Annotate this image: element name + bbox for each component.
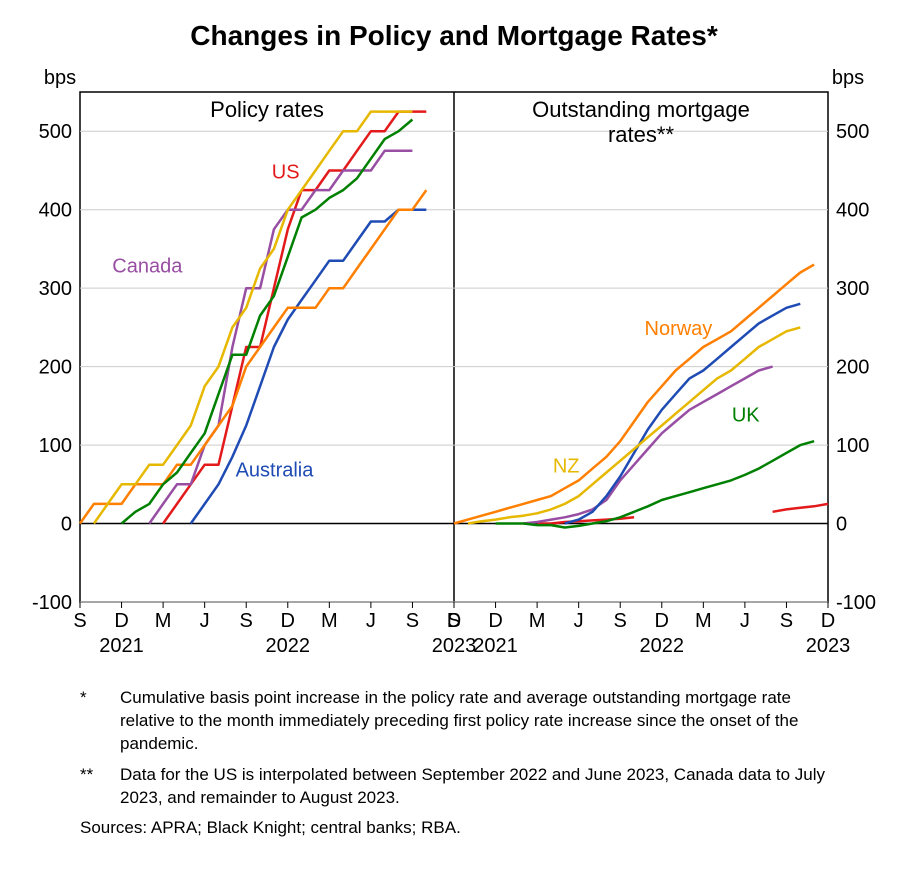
x-tick-label: D — [281, 610, 295, 632]
x-year-label: 2022 — [640, 635, 685, 657]
y-tick-label: 100 — [836, 435, 869, 457]
y-axis-label: bps — [44, 67, 76, 89]
x-year-label: 2022 — [266, 635, 311, 657]
x-tick-label: J — [200, 610, 210, 632]
x-tick-label: D — [655, 610, 669, 632]
series-label-norway: Norway — [645, 318, 713, 340]
footnote-text: Cumulative basis point increase in the p… — [120, 687, 848, 756]
y-tick-label: 500 — [39, 121, 72, 143]
series-label-nz: NZ — [553, 456, 580, 478]
footnotes: *Cumulative basis point increase in the … — [20, 687, 888, 810]
y-axis-label: bps — [832, 67, 864, 89]
x-tick-label: S — [447, 610, 460, 632]
x-tick-label: M — [695, 610, 712, 632]
x-tick-label: D — [821, 610, 835, 632]
y-tick-label: 0 — [836, 514, 847, 536]
series-label-us: US — [272, 161, 300, 183]
series-label-uk: UK — [732, 405, 760, 427]
chart-title: Changes in Policy and Mortgage Rates* — [20, 20, 888, 52]
footnote: *Cumulative basis point increase in the … — [80, 687, 848, 756]
x-tick-label: J — [574, 610, 584, 632]
footnote-marker: ** — [80, 764, 120, 810]
y-tick-label: 200 — [39, 357, 72, 379]
x-tick-label: M — [321, 610, 338, 632]
x-year-label: 2023 — [432, 635, 477, 657]
y-tick-label: 0 — [61, 514, 72, 536]
y-tick-label: -100 — [32, 592, 72, 614]
y-tick-label: 300 — [836, 278, 869, 300]
chart-svg: -100 -100 0 0 100 100 200 200 300 300 400 400 500 500… — [20, 62, 888, 672]
x-tick-label: J — [366, 610, 376, 632]
sources-text: Sources: APRA; Black Knight; central ban… — [20, 818, 888, 838]
y-tick-label: 500 — [836, 121, 869, 143]
footnote: **Data for the US is interpolated betwee… — [80, 764, 848, 810]
panel-title: rates** — [608, 122, 674, 147]
y-tick-label: 400 — [39, 200, 72, 222]
footnote-text: Data for the US is interpolated between … — [120, 764, 848, 810]
x-year-label: 2023 — [806, 635, 851, 657]
x-tick-label: J — [740, 610, 750, 632]
panel-title: Outstanding mortgage — [532, 97, 750, 122]
y-tick-label: -100 — [836, 592, 876, 614]
x-tick-label: D — [488, 610, 502, 632]
chart-container: Changes in Policy and Mortgage Rates* -1… — [20, 20, 888, 838]
series-label-canada: Canada — [112, 255, 183, 277]
x-tick-label: S — [240, 610, 253, 632]
x-tick-label: D — [114, 610, 128, 632]
x-tick-label: S — [73, 610, 86, 632]
panel-title: Policy rates — [210, 97, 324, 122]
series-label-australia: Australia — [236, 459, 315, 481]
x-tick-label: M — [155, 610, 172, 632]
x-tick-label: S — [780, 610, 793, 632]
x-year-label: 2021 — [473, 635, 518, 657]
x-year-label: 2021 — [99, 635, 144, 657]
series-line-uk — [496, 441, 814, 527]
y-tick-label: 300 — [39, 278, 72, 300]
y-tick-label: 200 — [836, 357, 869, 379]
y-tick-label: 100 — [39, 435, 72, 457]
x-tick-label: S — [614, 610, 627, 632]
footnote-marker: * — [80, 687, 120, 756]
y-tick-label: 400 — [836, 200, 869, 222]
x-tick-label: M — [529, 610, 546, 632]
x-tick-label: S — [406, 610, 419, 632]
series-line-norway — [454, 265, 814, 524]
